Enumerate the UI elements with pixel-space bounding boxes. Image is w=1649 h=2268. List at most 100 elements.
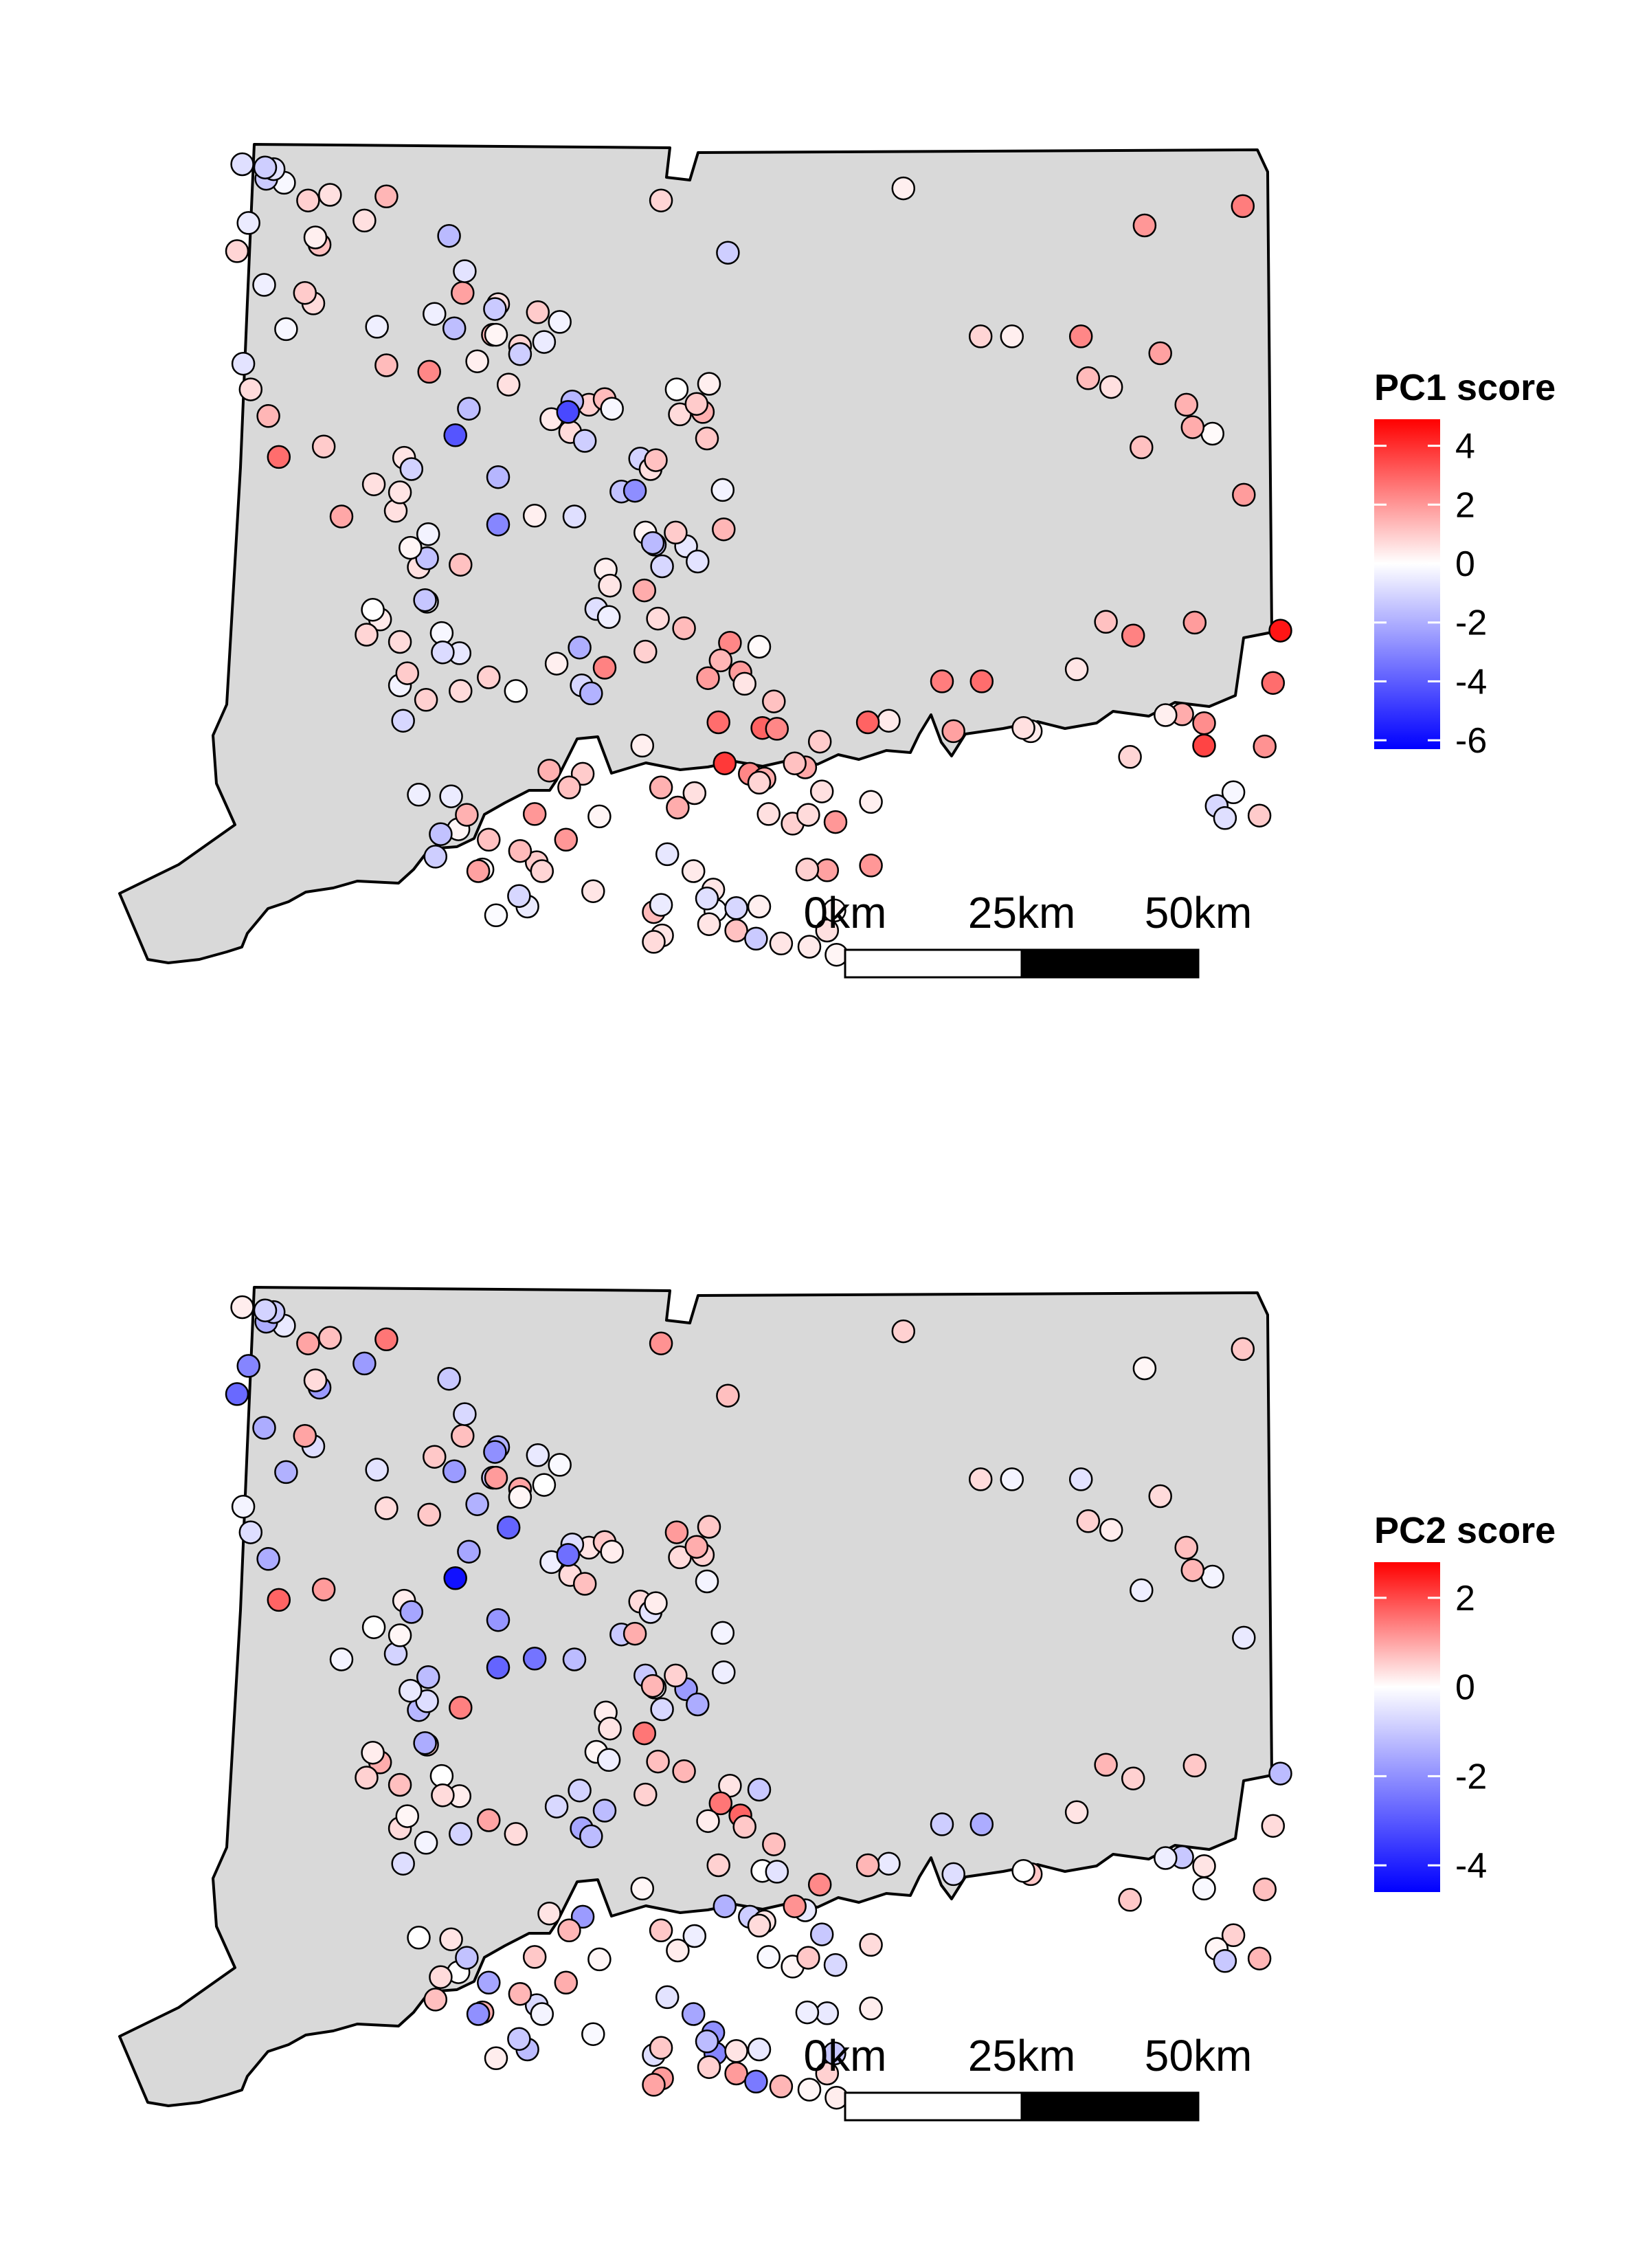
- site-point: [1261, 671, 1286, 695]
- site-point: [859, 1997, 883, 2021]
- site-point: [747, 634, 772, 659]
- site-point: [457, 397, 481, 421]
- site-point: [466, 859, 491, 883]
- site-point: [747, 2037, 772, 2062]
- site-point: [930, 669, 954, 693]
- site-point: [274, 317, 298, 342]
- site-point: [1132, 1356, 1157, 1381]
- site-point: [732, 1814, 756, 1839]
- site-point: [365, 315, 389, 339]
- site-point: [483, 1440, 507, 1464]
- site-point: [592, 1799, 617, 1823]
- site-point: [1253, 734, 1277, 759]
- site-point: [649, 1918, 673, 1943]
- site-point: [431, 640, 455, 665]
- site-point: [809, 779, 834, 803]
- site-point: [572, 429, 597, 453]
- site-point: [449, 1696, 473, 1720]
- site-point: [807, 729, 832, 754]
- site-point: [453, 1402, 477, 1426]
- site-point: [413, 1731, 437, 1755]
- site-point: [391, 1852, 415, 1876]
- site-point: [455, 803, 479, 827]
- site-point: [1068, 1467, 1093, 1491]
- site-point: [1213, 1949, 1237, 1973]
- site-point: [724, 2061, 748, 2086]
- site-point: [822, 898, 846, 923]
- site-point: [256, 1547, 280, 1571]
- site-point: [706, 710, 730, 735]
- site-point: [598, 1716, 622, 1741]
- site-point: [769, 2074, 794, 2099]
- site-point: [1011, 715, 1035, 740]
- site-point: [756, 802, 781, 826]
- site-point: [486, 1655, 511, 1680]
- site-point: [1268, 619, 1292, 643]
- site-point: [455, 1946, 479, 1970]
- site-point: [797, 935, 822, 959]
- site-point: [1221, 780, 1246, 805]
- site-point: [1232, 1625, 1256, 1650]
- site-point: [1118, 1888, 1142, 1912]
- site-point: [756, 1945, 781, 1969]
- site-point: [374, 353, 399, 377]
- site-point: [649, 893, 673, 917]
- site-point: [532, 330, 557, 354]
- site-point: [311, 434, 336, 458]
- site-point: [1121, 1766, 1145, 1790]
- site-point: [417, 1502, 441, 1527]
- legend-tick-label: -2: [1455, 603, 1487, 643]
- site-point: [650, 554, 674, 579]
- site-point: [783, 1894, 807, 1918]
- site-point: [484, 903, 508, 928]
- site-point: [664, 377, 689, 401]
- site-point: [486, 465, 511, 489]
- site-point: [439, 784, 463, 808]
- site-point: [708, 648, 733, 673]
- site-point: [225, 1382, 249, 1406]
- legend-pc2: PC2 score 2 0 -2 -4: [1374, 1510, 1556, 1892]
- site-point: [823, 1953, 848, 1977]
- site-point: [682, 781, 707, 805]
- site-point: [1174, 392, 1198, 417]
- site-point: [554, 1970, 579, 1995]
- site-point: [815, 2001, 840, 2025]
- site-point: [557, 775, 581, 800]
- site-point: [293, 1423, 317, 1448]
- site-point: [697, 1515, 721, 1539]
- site-point: [374, 184, 399, 209]
- site-point: [1099, 1517, 1123, 1542]
- site-point: [466, 2002, 491, 2026]
- map-panel-pc2: 0km 25km 50km PC2 score 2 0 -2 -4: [118, 1286, 1556, 2122]
- scale-label-50: 50km: [1145, 888, 1253, 937]
- site-point: [1182, 610, 1207, 635]
- site-point: [496, 1515, 521, 1539]
- site-point: [1130, 1578, 1154, 1603]
- site-point: [522, 1945, 547, 1969]
- legend-tick-label: -4: [1455, 662, 1487, 702]
- site-point: [930, 1812, 954, 1836]
- site-point: [712, 1660, 736, 1685]
- site-point: [1247, 803, 1272, 827]
- site-point: [696, 666, 720, 690]
- site-point: [352, 1351, 377, 1376]
- site-point: [318, 183, 342, 207]
- site-point: [399, 1600, 424, 1624]
- site-point: [1247, 1946, 1272, 1970]
- site-point: [666, 795, 690, 820]
- site-point: [484, 1465, 508, 1490]
- site-point: [329, 504, 354, 529]
- site-point: [1231, 194, 1255, 219]
- site-point: [522, 1647, 547, 1671]
- legend-tick-label: 0: [1455, 544, 1475, 584]
- scale-bar: 0km 25km 50km: [804, 888, 1253, 979]
- site-point: [1064, 1800, 1089, 1825]
- site-point: [697, 372, 721, 396]
- site-point: [1253, 1877, 1277, 1902]
- site-point: [530, 859, 554, 883]
- site-point: [859, 1933, 883, 1957]
- site-point: [1121, 623, 1145, 647]
- site-point: [267, 1588, 291, 1612]
- site-point: [1068, 324, 1093, 348]
